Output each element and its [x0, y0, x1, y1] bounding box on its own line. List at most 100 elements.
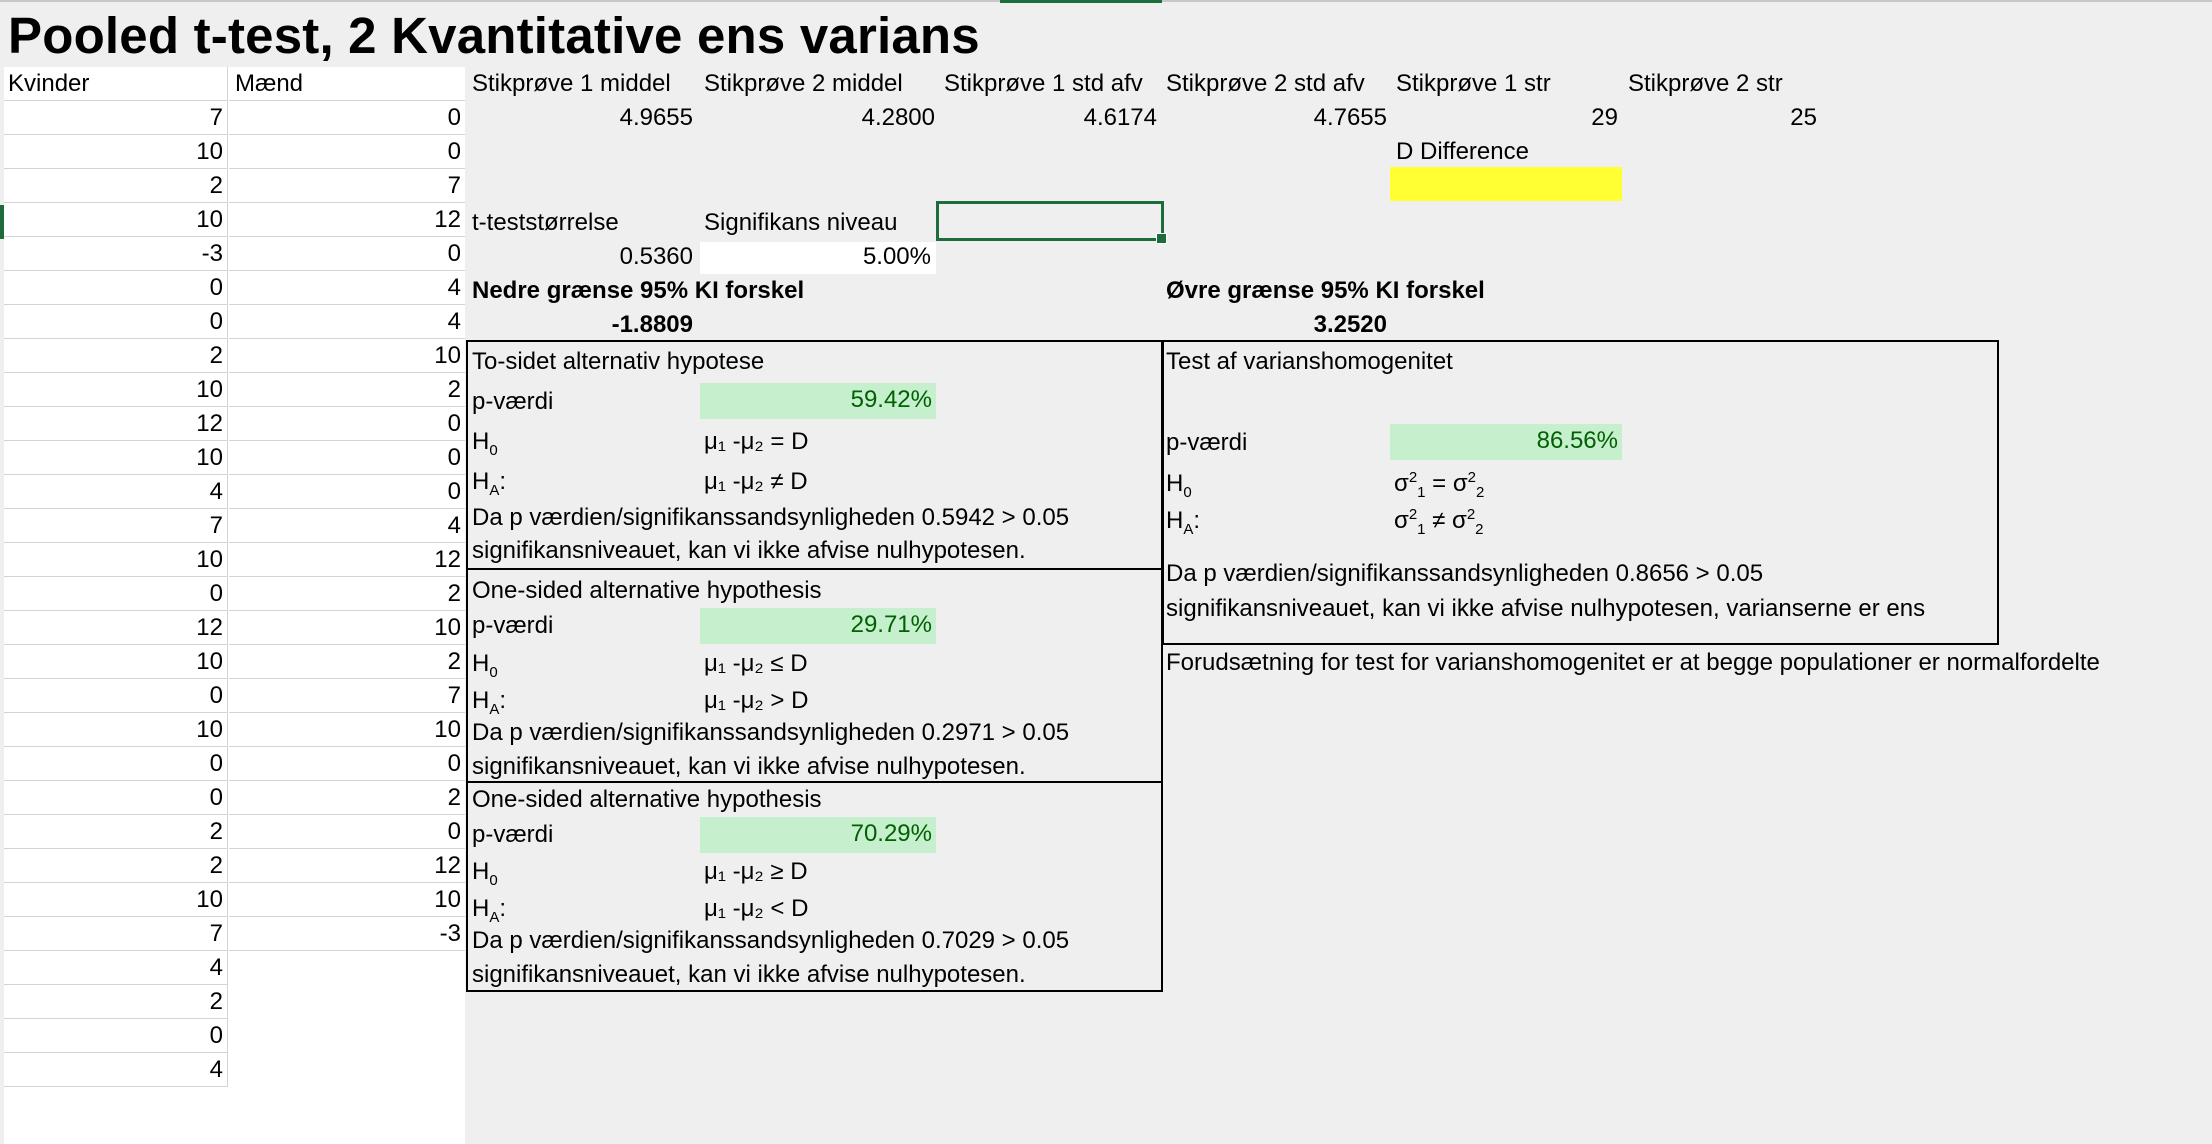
one-sided-greater-h0-expr[interactable]: μ₁ -μ₂ ≤ D [704, 650, 808, 677]
s1-sd-label[interactable]: Stikprøve 1 std afv [944, 70, 1143, 97]
two-sided-p-label[interactable]: p-værdi [472, 388, 554, 415]
one-sided-greater-conclusion-1[interactable]: Da p værdien/signifikanssandsynligheden … [472, 719, 1070, 746]
s2-mean-label[interactable]: Stikprøve 2 middel [704, 70, 903, 97]
kvinder-cell[interactable]: 2 [4, 815, 228, 849]
one-sided-less-h0[interactable]: H0 [472, 855, 498, 889]
maend-cell[interactable]: 7 [229, 679, 465, 713]
d-difference-label[interactable]: D Difference [1396, 138, 1529, 165]
maend-cell[interactable]: 10 [229, 713, 465, 747]
one-sided-less-conclusion-2[interactable]: signifikansniveauet, kan vi ikke afvise … [472, 961, 1026, 988]
d-difference-input[interactable] [1390, 167, 1622, 201]
t-statistic-label[interactable]: t-teststørrelse [472, 209, 619, 236]
variance-ha[interactable]: HA: [1166, 504, 1200, 538]
ci-lower-value[interactable]: -1.8809 [611, 311, 693, 338]
one-sided-less-ha[interactable]: HA: [472, 892, 506, 926]
maend-cell[interactable]: 10 [229, 883, 465, 917]
s2-mean-value[interactable]: 4.2800 [861, 104, 935, 131]
ci-upper-value[interactable]: 3.2520 [1313, 311, 1387, 338]
two-sided-ha[interactable]: HA: [472, 465, 506, 499]
maend-cell[interactable]: 12 [229, 203, 465, 237]
kvinder-cell[interactable]: 4 [4, 951, 228, 985]
two-sided-h0-expr[interactable]: μ₁ -μ₂ = D [704, 428, 809, 455]
s1-n-value[interactable]: 29 [1591, 104, 1618, 131]
maend-cell[interactable]: 7 [229, 169, 465, 203]
s2-n-value[interactable]: 25 [1790, 104, 1817, 131]
maend-cell[interactable]: 2 [229, 577, 465, 611]
kvinder-cell[interactable]: -3 [4, 237, 228, 271]
maend-cell[interactable]: 2 [229, 645, 465, 679]
kvinder-cell[interactable]: 10 [4, 441, 228, 475]
s1-n-label[interactable]: Stikprøve 1 str [1396, 70, 1551, 97]
kvinder-cell[interactable]: 0 [4, 305, 228, 339]
maend-cell[interactable]: 0 [229, 101, 465, 135]
maend-cell[interactable]: 0 [229, 747, 465, 781]
s2-n-label[interactable]: Stikprøve 2 str [1628, 70, 1783, 97]
one-sided-less-p-label[interactable]: p-værdi [472, 821, 554, 848]
one-sided-less-p-value[interactable]: 70.29% [700, 817, 936, 853]
one-sided-greater-ha-expr[interactable]: μ₁ -μ₂ > D [704, 687, 809, 714]
header-kvinder[interactable]: Kvinder [4, 67, 228, 101]
maend-cell[interactable]: 4 [229, 305, 465, 339]
maend-cell[interactable]: 10 [229, 611, 465, 645]
kvinder-cell[interactable]: 0 [4, 781, 228, 815]
kvinder-cell[interactable]: 2 [4, 985, 228, 1019]
maend-cell[interactable]: 0 [229, 475, 465, 509]
kvinder-cell[interactable]: 12 [4, 407, 228, 441]
kvinder-cell[interactable]: 7 [4, 917, 228, 951]
maend-cell[interactable]: 0 [229, 441, 465, 475]
maend-cell[interactable]: 0 [229, 407, 465, 441]
kvinder-cell[interactable]: 10 [4, 543, 228, 577]
maend-cell[interactable]: 0 [229, 237, 465, 271]
significance-value[interactable]: 5.00% [862, 243, 931, 270]
variance-p-label[interactable]: p-værdi [1166, 429, 1248, 456]
one-sided-less-ha-expr[interactable]: μ₁ -μ₂ < D [704, 895, 809, 922]
variance-ha-expr[interactable]: σ21 ≠ σ22 [1394, 504, 1484, 538]
two-sided-conclusion-2[interactable]: signifikansniveauet, kan vi ikke afvise … [472, 537, 1026, 564]
variance-h0-expr[interactable]: σ21 = σ22 [1394, 467, 1484, 501]
kvinder-cell[interactable]: 4 [4, 475, 228, 509]
header-maend[interactable]: Mænd [229, 67, 465, 101]
maend-cell[interactable]: 4 [229, 509, 465, 543]
one-sided-greater-p-label[interactable]: p-værdi [472, 612, 554, 639]
kvinder-cell[interactable]: 10 [4, 373, 228, 407]
kvinder-cell[interactable]: 7 [4, 509, 228, 543]
s2-sd-value[interactable]: 4.7655 [1313, 104, 1387, 131]
kvinder-cell[interactable]: 0 [4, 747, 228, 781]
two-sided-ha-expr[interactable]: μ₁ -μ₂ ≠ D [704, 468, 808, 495]
variance-h0[interactable]: H0 [1166, 467, 1192, 501]
maend-cell[interactable]: 0 [229, 815, 465, 849]
kvinder-cell[interactable]: 0 [4, 577, 228, 611]
kvinder-cell[interactable]: 2 [4, 169, 228, 203]
kvinder-cell[interactable]: 7 [4, 101, 228, 135]
s2-sd-label[interactable]: Stikprøve 2 std afv [1166, 70, 1365, 97]
variance-conclusion-2[interactable]: signifikansniveauet, kan vi ikke afvise … [1166, 595, 1926, 622]
selected-cell[interactable] [936, 201, 1164, 241]
maend-cell[interactable]: -3 [229, 917, 465, 951]
kvinder-cell[interactable]: 10 [4, 135, 228, 169]
one-sided-greater-heading[interactable]: One-sided alternative hypothesis [472, 577, 822, 604]
variance-assumption[interactable]: Forudsætning for test for varianshomogen… [1166, 649, 2100, 676]
one-sided-less-conclusion-1[interactable]: Da p værdien/signifikanssandsynligheden … [472, 927, 1070, 954]
kvinder-cell[interactable]: 10 [4, 203, 228, 237]
kvinder-cell[interactable]: 12 [4, 611, 228, 645]
kvinder-cell[interactable]: 2 [4, 339, 228, 373]
one-sided-greater-conclusion-2[interactable]: signifikansniveauet, kan vi ikke afvise … [472, 753, 1026, 780]
t-statistic-value[interactable]: 0.5360 [619, 243, 693, 270]
ci-lower-label[interactable]: Nedre grænse 95% KI forskel [472, 277, 805, 304]
kvinder-cell[interactable]: 0 [4, 271, 228, 305]
one-sided-greater-p-value[interactable]: 29.71% [700, 608, 936, 644]
s1-mean-label[interactable]: Stikprøve 1 middel [472, 70, 671, 97]
maend-cell[interactable]: 10 [229, 339, 465, 373]
variance-test-heading[interactable]: Test af varianshomogenitet [1166, 348, 1453, 375]
kvinder-cell[interactable]: 0 [4, 679, 228, 713]
maend-cell[interactable]: 12 [229, 543, 465, 577]
maend-cell[interactable]: 4 [229, 271, 465, 305]
two-sided-h0[interactable]: H0 [472, 425, 498, 459]
maend-cell[interactable]: 2 [229, 373, 465, 407]
one-sided-less-heading[interactable]: One-sided alternative hypothesis [472, 786, 822, 813]
maend-cell[interactable]: 2 [229, 781, 465, 815]
significance-label[interactable]: Signifikans niveau [704, 209, 898, 236]
fill-handle[interactable] [1156, 233, 1167, 244]
kvinder-cell[interactable]: 4 [4, 1053, 228, 1087]
kvinder-cell[interactable]: 0 [4, 1019, 228, 1053]
